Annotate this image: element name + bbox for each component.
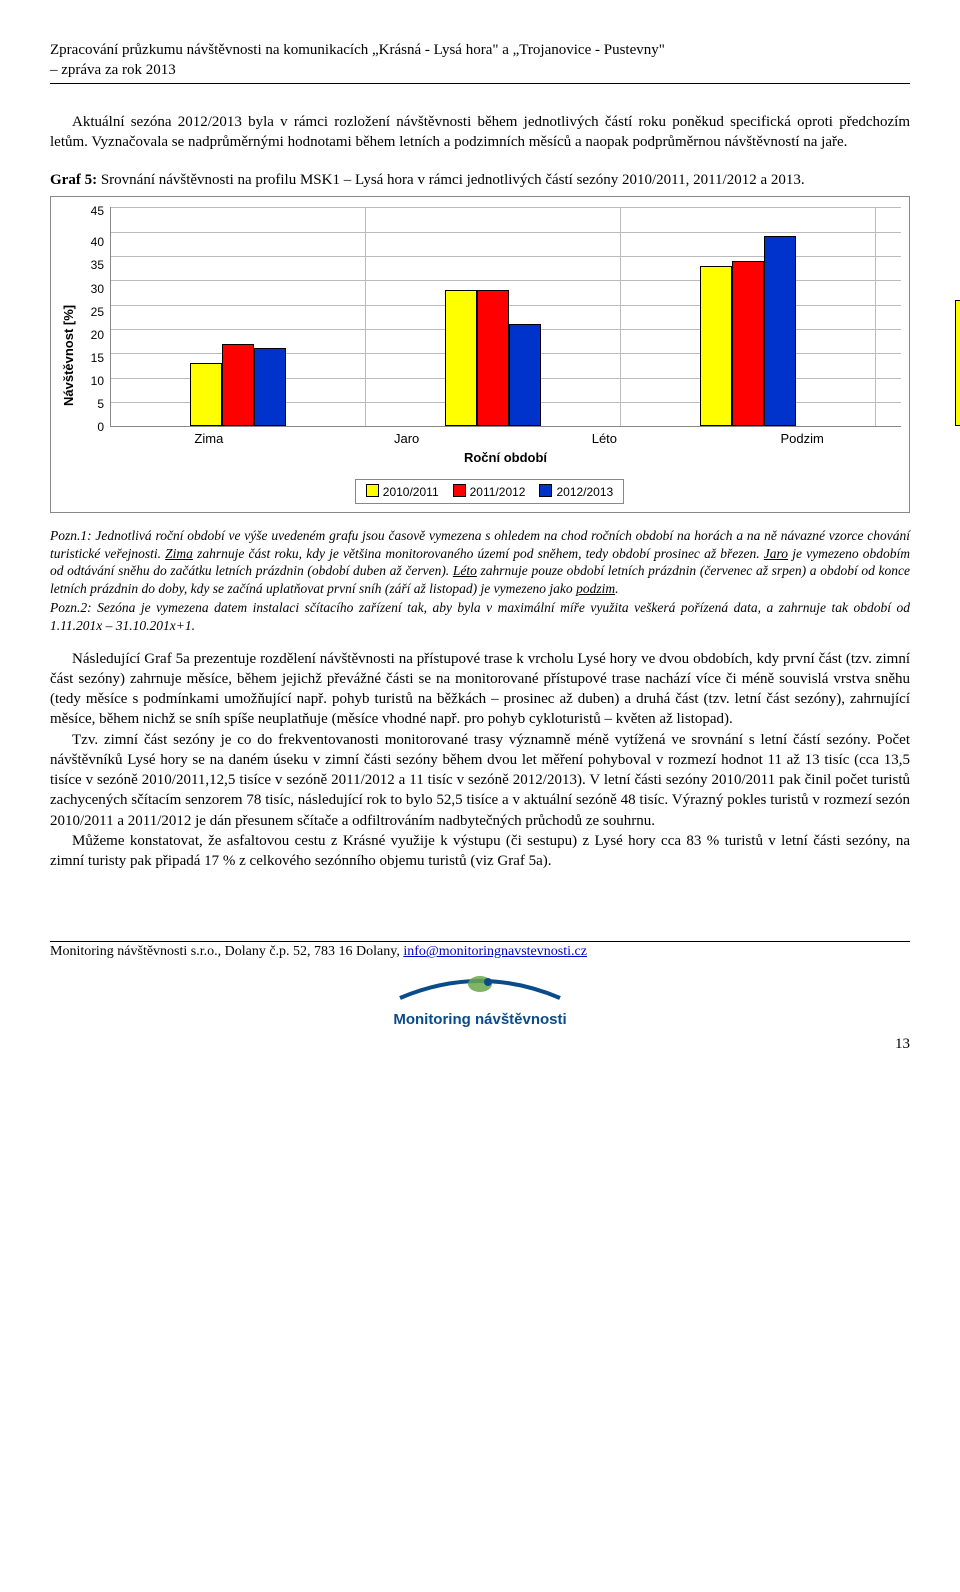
x-tick: Léto: [506, 427, 704, 446]
body-para-1: Následující Graf 5a prezentuje rozdělení…: [50, 649, 910, 730]
y-tick: 40: [91, 236, 104, 248]
note-1-jaro: Jaro: [764, 546, 788, 561]
note-1-b: zahrnuje část roku, kdy je většina monit…: [193, 546, 764, 561]
legend-label: 2011/2012: [470, 485, 526, 499]
y-tick: 45: [91, 205, 104, 217]
note-1-zima: Zima: [165, 546, 193, 561]
legend-swatch: [539, 484, 552, 497]
y-tick: 15: [91, 352, 104, 364]
page-number: 13: [50, 1036, 910, 1053]
legend-label: 2012/2013: [556, 485, 613, 499]
body-para-3: Můžeme konstatovat, že asfaltovou cestu …: [50, 831, 910, 872]
header-line-1: Zpracování průzkumu návštěvnosti na komu…: [50, 40, 910, 60]
note-2-text: Sezóna je vymezena datem instalaci sčíta…: [50, 600, 910, 633]
legend-label: 2010/2011: [383, 485, 439, 499]
chart-y-label: Návštěvnost [%]: [59, 207, 78, 504]
bar-group: [111, 207, 365, 426]
chart-title: Graf 5: Srovnání návštěvnosti na profilu…: [50, 170, 910, 190]
intro-paragraph: Aktuální sezóna 2012/2013 byla v rámci r…: [50, 112, 910, 153]
body-text: Následující Graf 5a prezentuje rozdělení…: [50, 649, 910, 872]
legend-swatch: [453, 484, 466, 497]
y-tick: 30: [91, 283, 104, 295]
bar-group: [875, 207, 960, 426]
chart-x-label: Roční období: [110, 450, 901, 465]
footer-text: Monitoring návštěvnosti s.r.o., Dolany č…: [50, 944, 403, 959]
header-line-2: – zpráva za rok 2013: [50, 60, 910, 80]
legend-item: 2011/2012: [453, 484, 526, 499]
chart-title-text: Srovnání návštěvnosti na profilu MSK1 – …: [97, 172, 805, 188]
bar: [700, 266, 732, 427]
note-1-label: Pozn.1:: [50, 528, 92, 543]
x-tick: Jaro: [308, 427, 506, 446]
y-tick: 25: [91, 306, 104, 318]
page-header: Zpracování průzkumu návštěvnosti na komu…: [50, 40, 910, 84]
bar-group: [365, 207, 620, 426]
bar: [764, 236, 796, 426]
bar: [445, 290, 477, 426]
chart-container: Návštěvnost [%] 45 40 35 30 25 20 15 10 5 0 ZimaJ…: [50, 196, 910, 513]
bar: [509, 324, 541, 426]
y-tick: 10: [91, 375, 104, 387]
bar: [732, 261, 764, 426]
note-1: Pozn.1: Jednotlivá roční období ve výše …: [50, 527, 910, 597]
footer-logo: Monitoring návštěvnosti: [50, 970, 910, 1028]
chart-y-ticks: 454035302520151050: [78, 207, 110, 427]
legend-item: 2010/2011: [366, 484, 439, 499]
chart-title-label: Graf 5:: [50, 172, 97, 188]
note-1-leto: Léto: [453, 563, 477, 578]
note-2-label: Pozn.2:: [50, 600, 92, 615]
bar: [254, 348, 286, 426]
footer-email-link[interactable]: info@monitoringnavstevnosti.cz: [403, 944, 587, 959]
chart-plot-area: [110, 207, 901, 427]
y-tick: 5: [97, 398, 104, 410]
x-tick: Zima: [110, 427, 308, 446]
bar-group: [620, 207, 875, 426]
bar: [222, 344, 254, 427]
chart-legend: 2010/2011 2011/2012 2012/2013: [355, 479, 624, 504]
bar: [477, 290, 509, 426]
y-tick: 35: [91, 259, 104, 271]
bar: [955, 300, 960, 427]
note-1-podzim: podzim: [576, 581, 615, 596]
logo-text: Monitoring návštěvnosti: [50, 1011, 910, 1028]
chart-x-ticks: ZimaJaroLétoPodzim: [110, 427, 901, 446]
legend-swatch: [366, 484, 379, 497]
y-tick: 20: [91, 329, 104, 341]
body-para-2: Tzv. zimní část sezóny je co do frekvent…: [50, 730, 910, 831]
note-1-e: .: [615, 581, 618, 596]
y-tick: 0: [97, 421, 104, 433]
bar: [190, 363, 222, 426]
legend-item: 2012/2013: [539, 484, 613, 499]
note-2: Pozn.2: Sezóna je vymezena datem instala…: [50, 599, 910, 634]
logo-icon: [390, 970, 570, 1004]
x-tick: Podzim: [703, 427, 901, 446]
page-footer: Monitoring návštěvnosti s.r.o., Dolany č…: [50, 941, 910, 960]
